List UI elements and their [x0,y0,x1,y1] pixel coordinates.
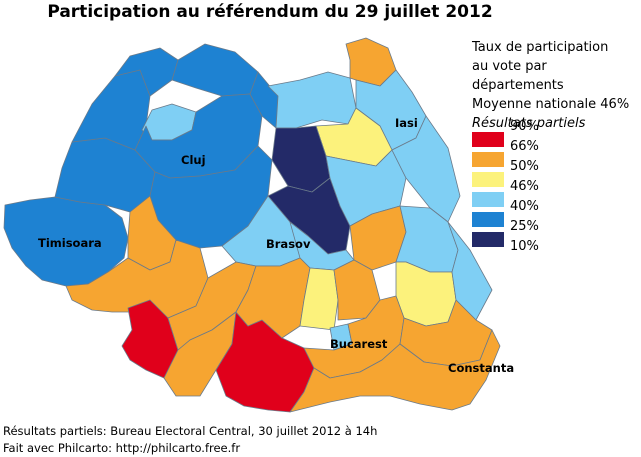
legend-swatch [472,232,504,247]
city-label-cluj: Cluj [181,153,206,167]
legend-note: Résultats partiels [472,116,586,131]
source-footer: Résultats partiels: Bureau Electoral Cen… [3,423,377,457]
department-maramures [171,43,259,97]
legend-swatch [472,132,504,147]
legend-swatch [472,212,504,227]
city-label-constanta: Constanta [448,361,514,375]
legend-label: 40% [510,199,539,214]
legend-label: 90% [510,119,539,134]
city-label-bucarest: Bucarest [330,337,388,351]
department-caras [65,239,209,319]
department-mehedinti [121,299,179,379]
legend-label: 25% [510,219,539,234]
legend-line: au vote par départements [472,59,564,93]
credit-line: Fait avec Philcarto: http://philcarto.fr… [3,441,241,455]
department-giurgiu [289,329,501,413]
map-title: Participation au référendum du 29 juille… [47,2,493,22]
department-suceava [267,71,357,129]
legend-label: 46% [510,179,539,194]
legend-swatch [472,172,504,187]
legend-swatch [472,152,504,167]
city-label-brasov: Brasov [266,237,311,251]
legend-description: Taux de participation au vote par départ… [472,38,641,133]
legend-label: 50% [510,159,539,174]
city-label-timisoara: Timisoara [38,236,102,250]
city-label-iasi: Iasi [395,116,418,130]
department-buzau [395,261,457,327]
legend-label: 10% [510,239,539,254]
department-bihor [71,69,151,151]
legend-line: Taux de participation [472,40,609,55]
legend-swatch [472,192,504,207]
legend-label: 66% [510,139,539,154]
legend-line: Moyenne nationale 46% [472,97,630,112]
source-line: Résultats partiels: Bureau Electoral Cen… [3,424,378,438]
